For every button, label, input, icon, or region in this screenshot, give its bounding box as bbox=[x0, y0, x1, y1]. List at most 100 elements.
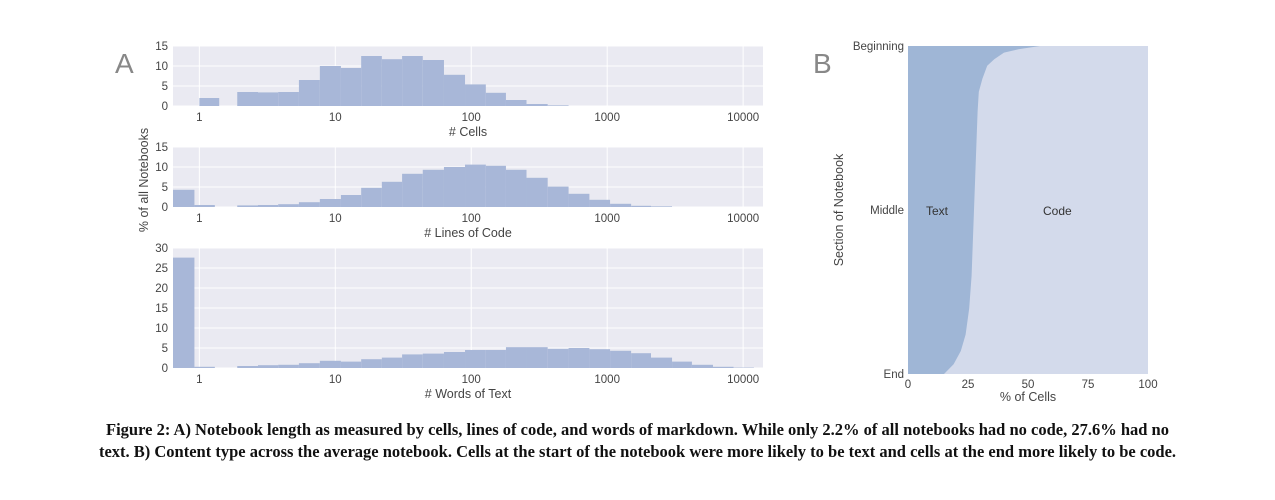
histogram-bar bbox=[631, 353, 651, 368]
histogram-bar bbox=[465, 164, 486, 207]
histogram-bar bbox=[691, 364, 713, 368]
histogram-bar bbox=[610, 203, 632, 207]
histogram-bar bbox=[610, 350, 632, 368]
y-tick-label: 15 bbox=[155, 142, 168, 154]
series-label-text: Text bbox=[926, 204, 949, 218]
histogram-bar bbox=[173, 257, 195, 368]
x-tick-label: 0 bbox=[905, 379, 911, 391]
histogram-bar bbox=[402, 354, 423, 368]
histogram-bar bbox=[194, 366, 215, 368]
histogram-lines-of-code: 15 10 5 0 1 10 100 1000 10000 # Lines of Code bbox=[155, 142, 763, 240]
histogram-bar bbox=[422, 60, 444, 106]
x-tick-label: 10 bbox=[329, 374, 342, 386]
histogram-bar bbox=[402, 56, 423, 106]
histogram-bar bbox=[298, 202, 320, 207]
x-tick-label: 50 bbox=[1022, 379, 1035, 391]
x-axis-label: # Words of Text bbox=[425, 387, 512, 401]
histogram-bar bbox=[485, 165, 506, 207]
x-tick-label: 100 bbox=[1138, 379, 1157, 391]
histogram-bar bbox=[526, 177, 548, 207]
x-tick-label: 1 bbox=[196, 374, 202, 386]
x-tick-label: 10000 bbox=[727, 213, 759, 225]
x-tick-label: 10 bbox=[329, 213, 342, 225]
histogram-bar bbox=[650, 206, 673, 207]
y-tick-label: 10 bbox=[155, 323, 168, 335]
y-tick-label: 5 bbox=[162, 343, 168, 355]
text-area bbox=[908, 46, 1040, 374]
histogram-bar bbox=[526, 347, 548, 368]
histogram-bar bbox=[340, 195, 362, 207]
histogram-bar bbox=[568, 193, 590, 207]
histogram-bar bbox=[547, 105, 569, 106]
histogram-bar bbox=[712, 366, 734, 368]
histogram-bar bbox=[319, 360, 341, 368]
histogram-bar bbox=[526, 104, 548, 106]
histogram-bar bbox=[237, 366, 258, 368]
histogram-bar bbox=[465, 350, 486, 368]
y-tick-label: 0 bbox=[162, 202, 168, 214]
y-tick-label: Beginning bbox=[853, 41, 904, 53]
histogram-bar bbox=[319, 66, 341, 106]
histogram-bar bbox=[361, 359, 382, 368]
y-axis-label-section: Section of Notebook bbox=[832, 153, 846, 266]
histogram-bar bbox=[505, 169, 527, 207]
x-tick-label: 1 bbox=[196, 213, 202, 225]
histogram-bar bbox=[547, 186, 569, 207]
histogram-bar bbox=[381, 357, 403, 368]
histogram-bar bbox=[547, 348, 569, 368]
histogram-bar bbox=[443, 167, 466, 207]
histogram-bar bbox=[340, 68, 362, 106]
histogram-bar bbox=[237, 92, 258, 106]
x-tick-label: 100 bbox=[462, 213, 481, 225]
histogram-bar bbox=[361, 56, 382, 106]
series-label-code: Code bbox=[1043, 204, 1072, 218]
histogram-bar bbox=[361, 187, 382, 207]
histogram-words-of-text: 30 25 20 15 10 5 0 1 10 100 1000 10000 # Words of Te… bbox=[155, 243, 763, 401]
histogram-bar bbox=[422, 169, 444, 207]
panel-label-a: A bbox=[115, 48, 134, 79]
histogram-bar bbox=[278, 364, 299, 368]
y-tick-label: 25 bbox=[155, 263, 168, 275]
histogram-bar bbox=[465, 84, 486, 106]
x-tick-label: 10000 bbox=[727, 112, 759, 124]
x-tick-label: 75 bbox=[1082, 379, 1095, 391]
histogram-bar bbox=[381, 59, 403, 106]
histogram-bar bbox=[278, 92, 299, 106]
figure-caption: Figure 2: A) Notebook length as measured… bbox=[98, 420, 1177, 461]
y-axis-label-shared: % of all Notebooks bbox=[137, 128, 151, 232]
histogram-bar bbox=[443, 352, 466, 368]
histogram-bar bbox=[319, 199, 341, 207]
histogram-bar bbox=[485, 92, 506, 106]
x-axis-label: # Cells bbox=[449, 125, 487, 139]
histogram-bar bbox=[589, 199, 611, 207]
histogram-bar bbox=[298, 80, 320, 106]
y-tick-label: 5 bbox=[162, 81, 168, 93]
y-tick-label: 5 bbox=[162, 182, 168, 194]
x-tick-label: 1000 bbox=[594, 213, 620, 225]
panel-label-b: B bbox=[813, 48, 832, 79]
histogram-bar bbox=[672, 361, 692, 368]
y-tick-label: 15 bbox=[155, 303, 168, 315]
y-tick-label: 15 bbox=[155, 41, 168, 53]
histogram-bar bbox=[199, 98, 220, 106]
x-tick-label: 1 bbox=[196, 112, 202, 124]
histogram-bar bbox=[650, 357, 673, 368]
y-tick-label: Middle bbox=[870, 205, 904, 217]
histogram-bar bbox=[194, 205, 215, 207]
histogram-bar bbox=[505, 347, 527, 368]
y-tick-label: 10 bbox=[155, 162, 168, 174]
y-tick-label: 0 bbox=[162, 363, 168, 375]
histogram-bar bbox=[257, 365, 279, 368]
histogram-bar bbox=[340, 361, 362, 368]
y-tick-label: 0 bbox=[162, 101, 168, 113]
histogram-bar bbox=[257, 205, 279, 207]
histogram-cells: 15 10 5 0 1 10 100 1000 10000 # Cells bbox=[155, 41, 763, 139]
y-tick-label: 30 bbox=[155, 243, 168, 255]
histogram-bar bbox=[381, 181, 403, 207]
x-tick-label: 10000 bbox=[727, 374, 759, 386]
histogram-bar bbox=[568, 348, 590, 368]
histogram-bar bbox=[298, 363, 320, 368]
x-tick-label: 100 bbox=[462, 374, 481, 386]
y-tick-label: 10 bbox=[155, 61, 168, 73]
